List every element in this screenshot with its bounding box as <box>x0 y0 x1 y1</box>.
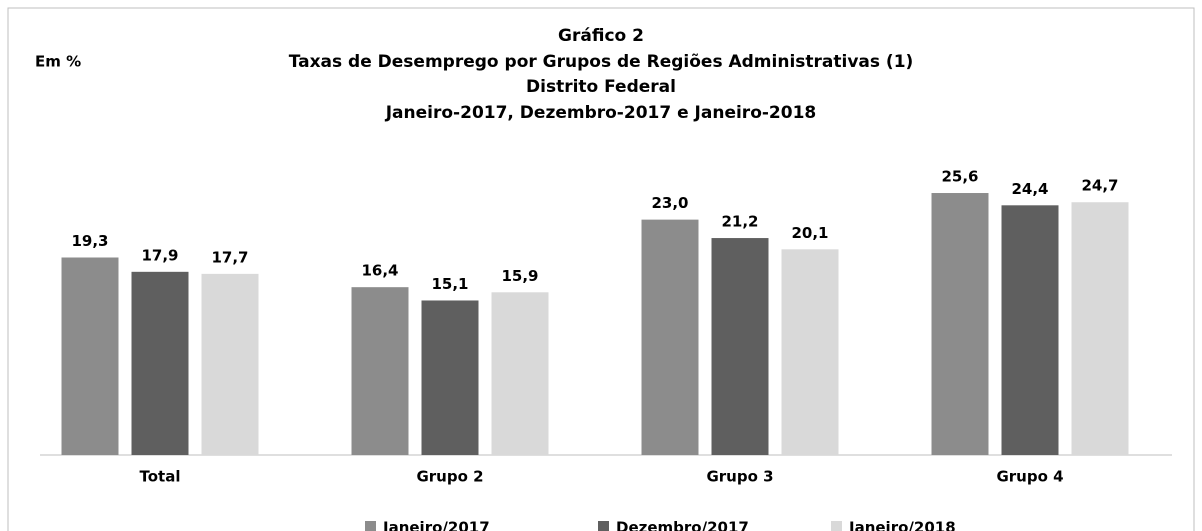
bar <box>711 238 769 455</box>
chart-subtitle: Janeiro-2017, Dezembro-2017 e Janeiro-20… <box>385 103 817 123</box>
data-label: 24,4 <box>1011 180 1048 198</box>
data-label: 15,1 <box>431 275 468 293</box>
bar <box>351 287 409 455</box>
data-label: 16,4 <box>361 262 398 280</box>
bar <box>781 249 839 455</box>
x-tick-label: Grupo 2 <box>416 468 483 486</box>
bar <box>201 273 259 455</box>
bar <box>641 219 699 455</box>
data-label: 17,9 <box>141 246 178 264</box>
data-label: 24,7 <box>1081 177 1118 195</box>
bar <box>491 292 549 455</box>
legend-swatch <box>598 521 609 531</box>
data-label: 23,0 <box>651 194 688 212</box>
bar <box>1071 202 1129 455</box>
legend-label: Dezembro/2017 <box>616 519 749 531</box>
bar <box>421 300 479 455</box>
legend-label: Janeiro/2018 <box>848 519 956 531</box>
data-label: 25,6 <box>941 168 978 186</box>
bar <box>931 193 989 455</box>
bar <box>131 271 189 455</box>
legend-swatch <box>365 521 376 531</box>
x-tick-label: Grupo 3 <box>706 468 773 486</box>
chart-title: Gráfico 2 <box>558 26 644 46</box>
bar <box>61 257 119 455</box>
bar <box>1001 205 1059 455</box>
chart-subtitle: Taxas de Desemprego por Grupos de Regiõe… <box>289 52 914 72</box>
data-label: 17,7 <box>211 248 248 266</box>
data-label: 15,9 <box>501 267 538 285</box>
data-label: 20,1 <box>791 224 828 242</box>
x-tick-label: Grupo 4 <box>996 468 1063 486</box>
x-tick-label: Total <box>140 468 181 486</box>
data-label: 21,2 <box>721 213 758 231</box>
unit-label: Em % <box>35 53 81 71</box>
legend-label: Janeiro/2017 <box>382 519 490 531</box>
legend-swatch <box>831 521 842 531</box>
chart-subtitle: Distrito Federal <box>526 77 676 97</box>
data-label: 19,3 <box>71 232 108 250</box>
